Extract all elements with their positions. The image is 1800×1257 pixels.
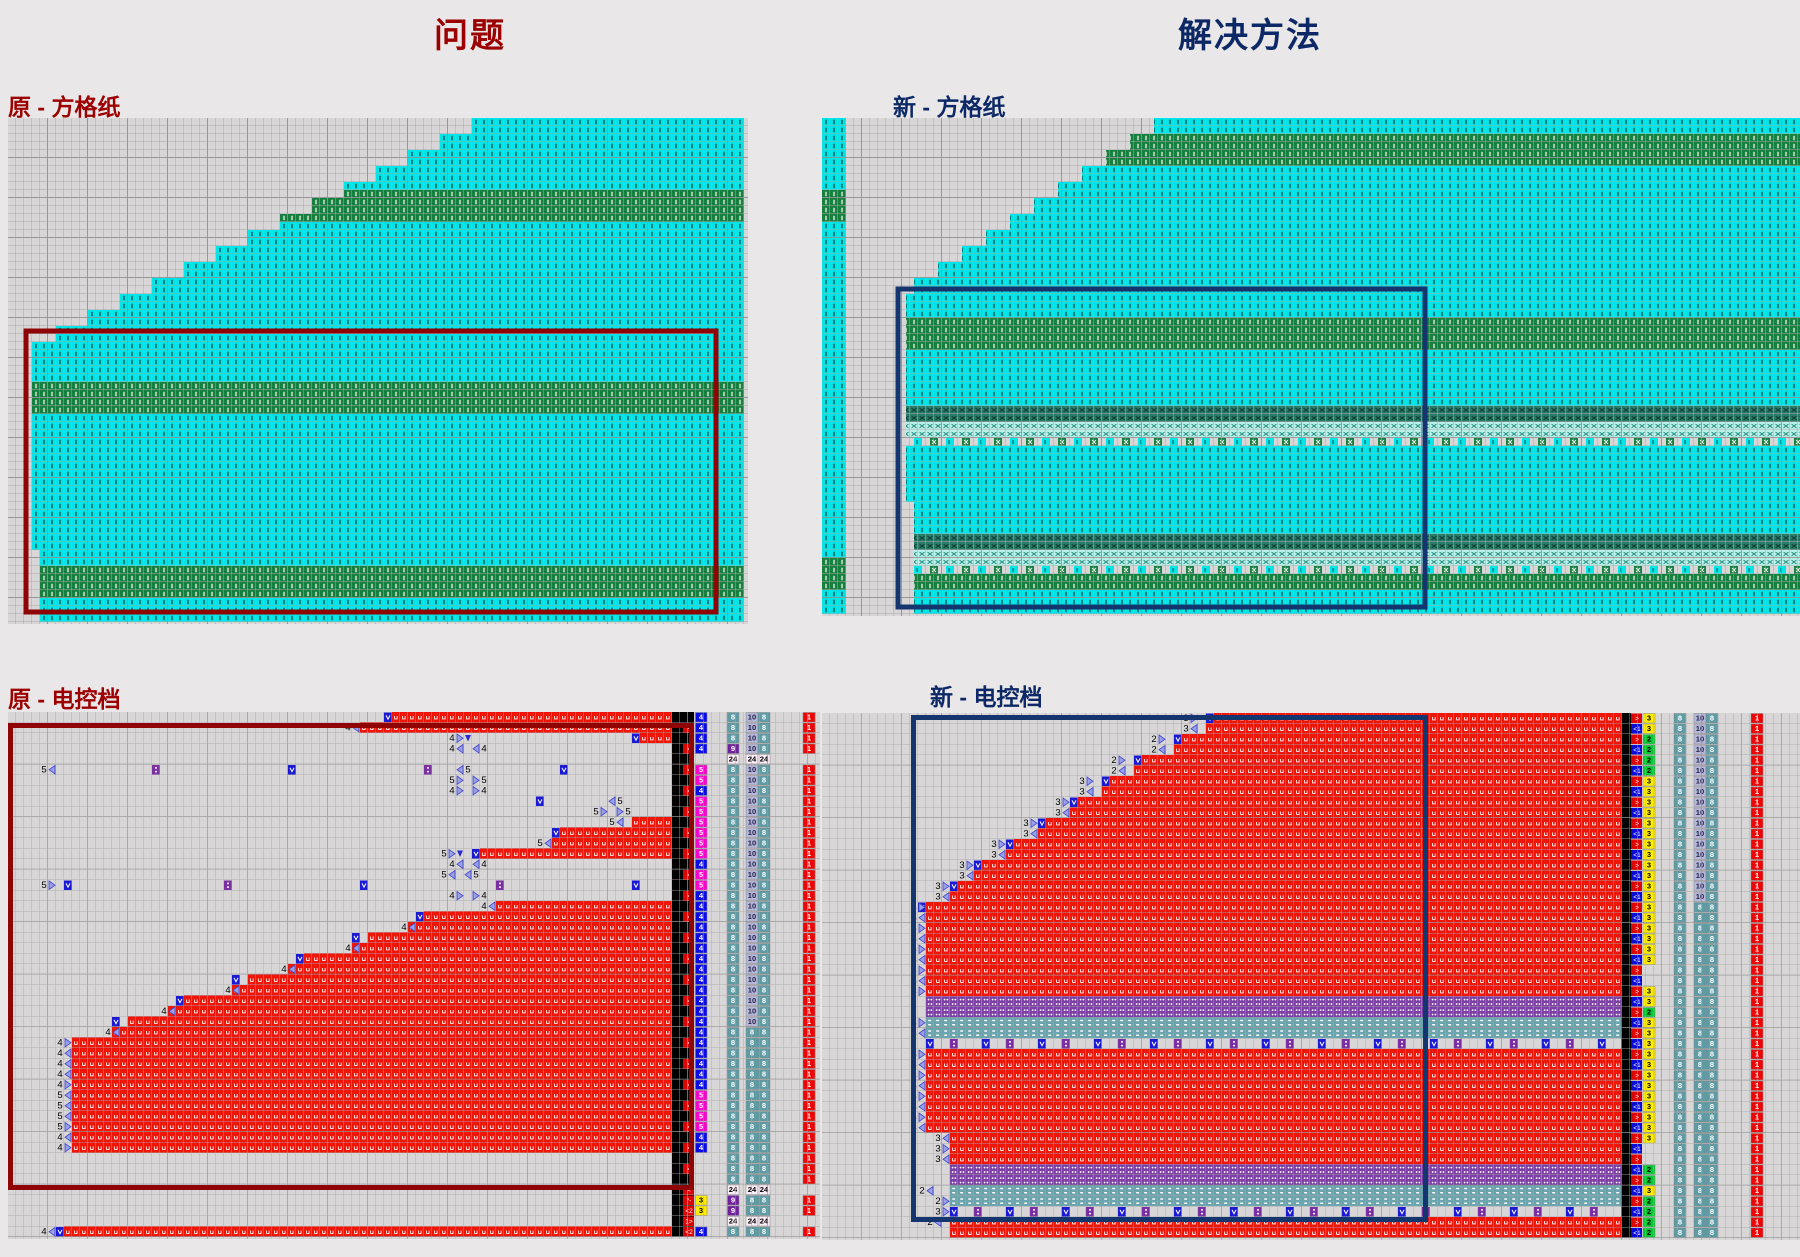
svg-text:4: 4: [281, 964, 286, 975]
problem-title: 问题: [434, 17, 506, 55]
grid-paper-canvas[interactable]: [8, 118, 748, 624]
svg-text:3: 3: [991, 850, 996, 861]
solution-title: 解决方法: [1178, 17, 1322, 55]
svg-text:5: 5: [609, 817, 614, 828]
svg-text:3: 3: [935, 1207, 940, 1218]
svg-text:4: 4: [105, 1027, 110, 1038]
svg-text:5: 5: [57, 1122, 62, 1133]
svg-text:5: 5: [481, 775, 486, 786]
svg-text:3: 3: [1079, 776, 1084, 787]
svg-text:4: 4: [161, 1006, 166, 1017]
svg-text:2: 2: [927, 1217, 932, 1228]
svg-text:4: 4: [481, 859, 486, 870]
svg-text:3: 3: [959, 871, 964, 882]
svg-text:5: 5: [593, 807, 598, 818]
svg-text:4: 4: [481, 786, 486, 797]
svg-text:3: 3: [1079, 787, 1084, 798]
svg-text:4: 4: [57, 1048, 62, 1059]
label-new-grid-paper: 新 - 方格纸: [893, 94, 1006, 120]
svg-text:2: 2: [1111, 755, 1116, 766]
svg-text:4: 4: [449, 786, 454, 797]
panel-new-control-file[interactable]: >381081<1381081>281081<1281081>281081<12…: [822, 713, 1800, 1245]
svg-text:4: 4: [449, 859, 454, 870]
svg-text:3: 3: [935, 1133, 940, 1144]
svg-text:5: 5: [41, 880, 46, 891]
panel-new-grid-paper[interactable]: [822, 118, 1800, 621]
svg-text:3: 3: [1023, 829, 1028, 840]
svg-text:4: 4: [57, 1132, 62, 1143]
svg-text:4: 4: [345, 943, 350, 954]
svg-text:5: 5: [441, 870, 446, 881]
svg-text:3: 3: [1183, 724, 1188, 735]
control-file-canvas[interactable]: >381081<1381081>281081<1281081>281081<12…: [822, 713, 1800, 1240]
svg-text:5: 5: [57, 1111, 62, 1122]
label-original-control-file: 原 - 电控档: [8, 686, 121, 712]
panel-original-control-file[interactable]: 481081<481081481081<491081242424<5810815…: [8, 712, 820, 1244]
svg-text:4: 4: [225, 985, 230, 996]
panel-original-grid-paper[interactable]: [8, 118, 748, 629]
svg-text:5: 5: [473, 870, 478, 881]
svg-text:4: 4: [481, 891, 486, 902]
svg-text:5: 5: [537, 838, 542, 849]
svg-text:5: 5: [57, 1090, 62, 1101]
svg-text:5: 5: [465, 765, 470, 776]
svg-text:3: 3: [991, 839, 996, 850]
svg-text:3: 3: [1023, 818, 1028, 829]
svg-text:3: 3: [935, 1154, 940, 1165]
svg-text:3: 3: [1055, 797, 1060, 808]
label-original-grid-paper: 原 - 方格纸: [8, 94, 121, 120]
svg-text:2: 2: [1151, 745, 1156, 756]
label-new-control-file: 新 - 电控档: [930, 684, 1043, 710]
svg-text:5: 5: [57, 1101, 62, 1112]
svg-text:5: 5: [617, 796, 622, 807]
svg-text:4: 4: [481, 901, 486, 912]
svg-text:2: 2: [919, 1186, 924, 1197]
svg-text:3: 3: [959, 860, 964, 871]
svg-text:4: 4: [57, 1143, 62, 1154]
svg-text:3: 3: [935, 1144, 940, 1155]
svg-text:2: 2: [1151, 734, 1156, 745]
svg-text:4: 4: [481, 744, 486, 755]
svg-text:5: 5: [441, 849, 446, 860]
grid-paper-canvas[interactable]: [822, 118, 1800, 616]
svg-text:5: 5: [449, 775, 454, 786]
svg-text:3: 3: [1055, 808, 1060, 819]
svg-text:5: 5: [41, 765, 46, 776]
svg-text:4: 4: [57, 1059, 62, 1070]
svg-text:2: 2: [935, 1196, 940, 1207]
svg-text:4: 4: [449, 733, 454, 744]
svg-text:4: 4: [41, 1227, 46, 1238]
svg-text:3: 3: [935, 892, 940, 903]
svg-text:4: 4: [449, 891, 454, 902]
svg-text:4: 4: [57, 1080, 62, 1091]
svg-text:2: 2: [1111, 766, 1116, 777]
svg-text:3: 3: [935, 881, 940, 892]
svg-text:5: 5: [625, 807, 630, 818]
svg-text:4: 4: [57, 1069, 62, 1080]
svg-text:4: 4: [449, 744, 454, 755]
control-file-canvas[interactable]: 481081<481081481081<491081242424<5810815…: [8, 712, 820, 1239]
svg-text:4: 4: [57, 1038, 62, 1049]
svg-text:4: 4: [401, 922, 406, 933]
